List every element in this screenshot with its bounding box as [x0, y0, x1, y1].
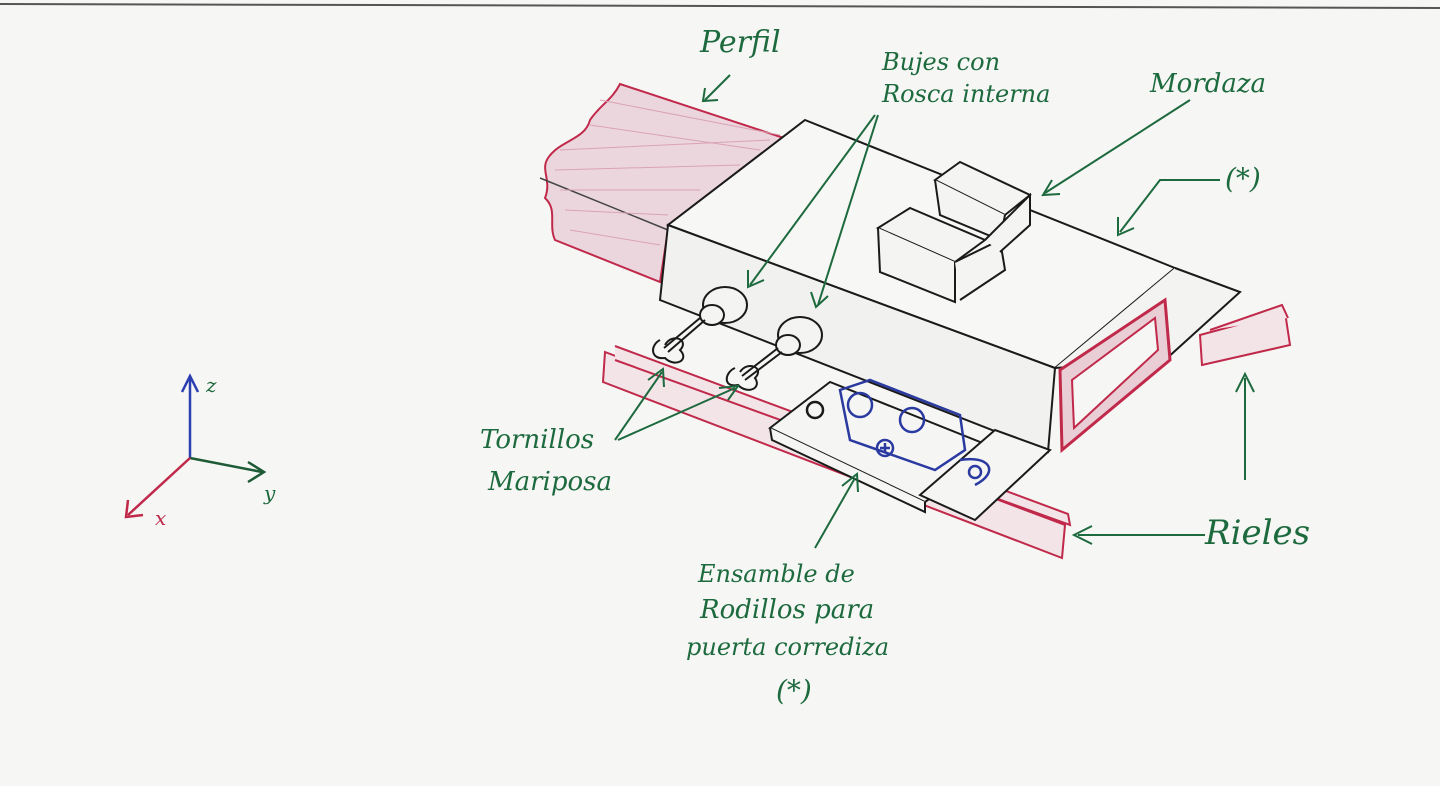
- label-tornillos-line2: Mariposa: [487, 467, 612, 497]
- leader-arrows: [614, 74, 1255, 549]
- axis-label-x: x: [155, 506, 166, 530]
- axis-triad: [124, 373, 267, 519]
- label-asterisk-top: (*): [1225, 162, 1261, 195]
- bushing-2: [775, 316, 823, 356]
- label-bujes-line2: Rosca interna: [881, 80, 1050, 108]
- label-perfil: Perfil: [699, 25, 781, 60]
- label-ensamble-line1: Ensamble de: [697, 560, 855, 588]
- paper-edge-line: [0, 3, 1440, 9]
- label-ensamble-line2: Rodillos para: [699, 595, 874, 625]
- label-ensamble-line4: (*): [776, 674, 812, 707]
- clamp-blocks: [875, 160, 1032, 304]
- label-mordaza: Mordaza: [1149, 69, 1266, 99]
- y-axis: [189, 456, 263, 474]
- x-axis: [127, 457, 191, 516]
- wing-screw-1: [652, 317, 706, 364]
- label-ensamble-line3: puerta corrediza: [686, 633, 889, 661]
- rail-window: [1058, 297, 1172, 454]
- axis-label-z: z: [205, 373, 217, 397]
- label-tornillos-line1: Tornillos: [480, 425, 594, 455]
- axis-label-y: y: [263, 481, 276, 505]
- roller-assembly: [805, 378, 991, 487]
- rail-back: [1198, 303, 1292, 367]
- roller-plate: [768, 380, 1052, 522]
- label-rieles: Rieles: [1204, 513, 1310, 553]
- wing-screw-2: [725, 347, 783, 391]
- label-bujes-line1: Bujes con: [881, 48, 1000, 76]
- bushing-1: [699, 286, 748, 326]
- profile-beam: [539, 82, 793, 284]
